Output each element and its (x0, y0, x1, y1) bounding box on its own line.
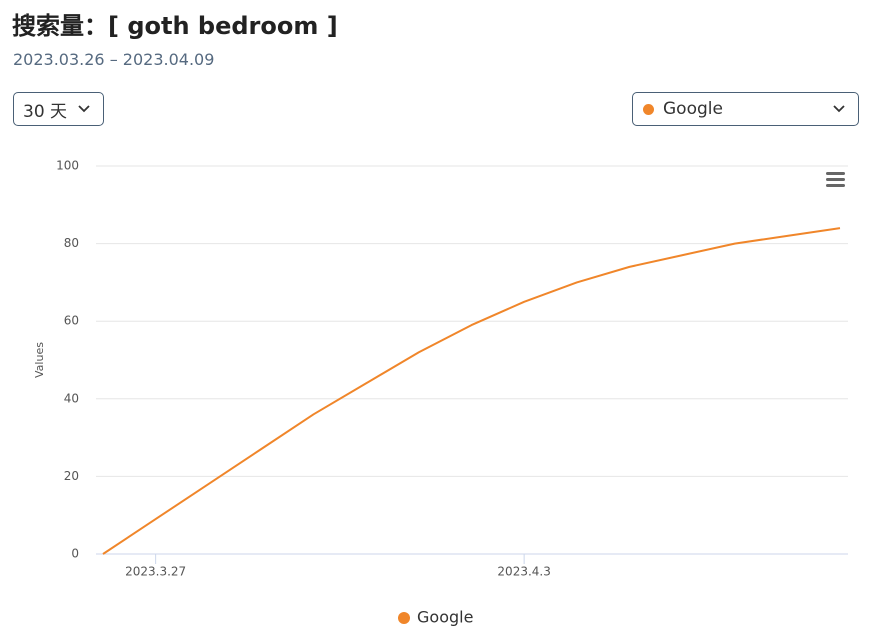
engine-dot (643, 103, 654, 115)
y-tick-label: 20 (64, 469, 79, 483)
y-tick-label: 80 (64, 236, 79, 250)
x-tick-label: 2023.4.3 (497, 565, 550, 579)
y-tick-label: 0 (71, 547, 79, 561)
y-tick-label: 60 (64, 314, 79, 328)
legend-label: Google (417, 608, 473, 627)
engine-dropdown[interactable]: Google (632, 92, 859, 126)
date-range: 2023.03.26 – 2023.04.09 (13, 50, 215, 69)
menu-icon[interactable] (826, 172, 845, 187)
x-tick-label: 2023.3.27 (125, 565, 186, 579)
y-tick-label: 40 (64, 391, 79, 405)
chevron (78, 105, 90, 113)
y-tick-label: 100 (56, 159, 79, 173)
range-label: 30 天 (23, 101, 68, 122)
y-axis-label: Values (33, 342, 46, 378)
chart: Values 0 20 40 60 80 100 2023.3.27 2023.4.3 Goog… (33, 159, 848, 627)
legend-marker (398, 612, 410, 624)
chevron (833, 105, 845, 113)
engine-label: Google (663, 99, 723, 119)
range-dropdown[interactable]: 30 天 (13, 92, 104, 126)
page-title: 搜索量：[ goth bedroom ] (12, 12, 338, 40)
series-line (102, 227, 841, 555)
